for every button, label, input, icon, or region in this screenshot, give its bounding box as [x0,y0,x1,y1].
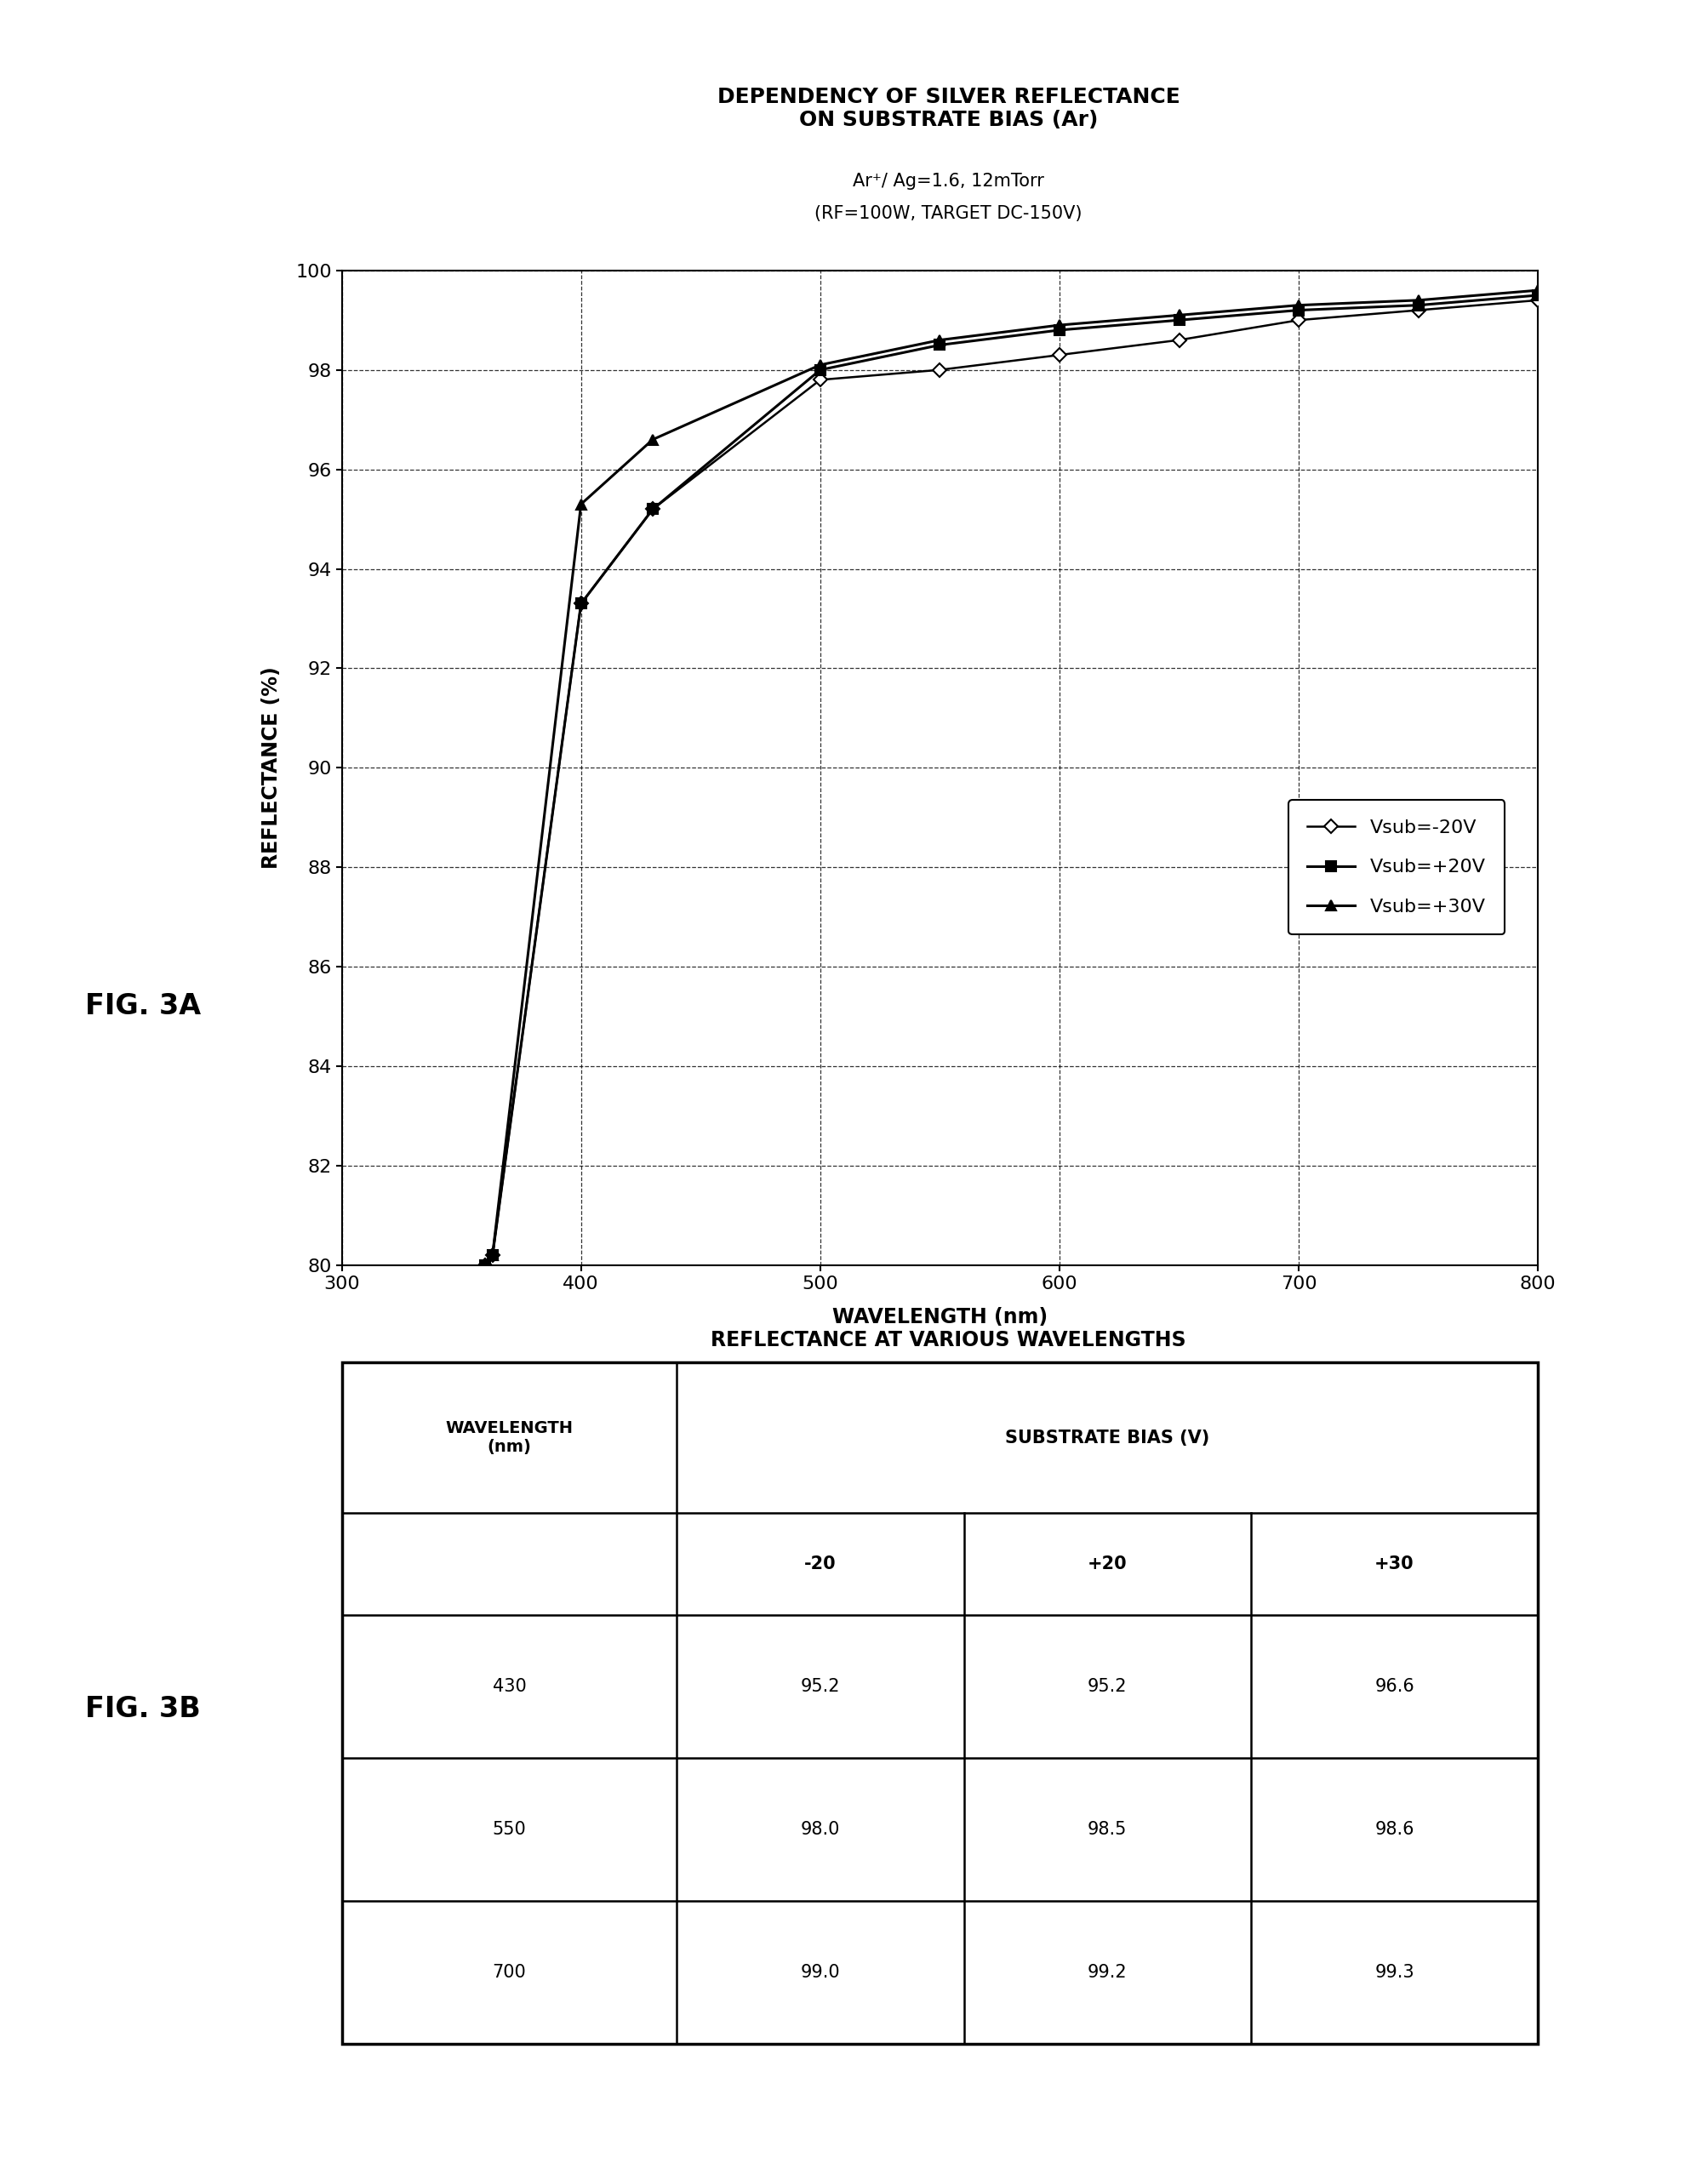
Vsub=-20V [1407,296,1428,322]
Line: Vsub=+20V: Vsub=+20V [480,290,1542,1270]
Vsub=+30V [1407,288,1428,314]
Text: 99.0: 99.0 [799,1964,840,1981]
Text: -20: -20 [804,1555,835,1573]
Text: FIG. 3B: FIG. 3B [85,1696,202,1722]
Text: REFLECTANCE AT VARIOUS WAVELENGTHS: REFLECTANCE AT VARIOUS WAVELENGTHS [711,1330,1185,1350]
Vsub=+30V [810,353,830,379]
Vsub=-20V [475,1252,495,1278]
Text: 99.2: 99.2 [1086,1964,1127,1981]
Vsub=+30V [570,491,591,517]
Text: 96.6: 96.6 [1373,1678,1414,1696]
Text: +30: +30 [1373,1555,1414,1573]
Vsub=-20V [1168,327,1189,353]
Vsub=-20V [810,368,830,394]
Vsub=-20V [642,495,663,521]
Vsub=+30V [929,327,950,353]
Text: 98.5: 98.5 [1086,1821,1127,1839]
Text: 550: 550 [492,1821,526,1839]
Vsub=-20V [482,1242,502,1268]
Legend: Vsub=-20V, Vsub=+20V, Vsub=+30V: Vsub=-20V, Vsub=+20V, Vsub=+30V [1288,800,1503,934]
Text: SUBSTRATE BIAS (V): SUBSTRATE BIAS (V) [1004,1430,1209,1447]
Y-axis label: REFLECTANCE (%): REFLECTANCE (%) [261,666,282,870]
Vsub=+30V [1288,292,1308,318]
Vsub=+30V [1527,277,1547,303]
Vsub=+20V [1049,318,1069,344]
Text: 95.2: 95.2 [799,1678,840,1696]
Vsub=+20V [1288,296,1308,322]
Vsub=+20V [1168,307,1189,333]
Vsub=+20V [642,495,663,521]
Vsub=+30V [1049,311,1069,337]
X-axis label: WAVELENGTH (nm): WAVELENGTH (nm) [832,1306,1047,1328]
Vsub=+20V [482,1242,502,1268]
Vsub=+30V [482,1242,502,1268]
Vsub=-20V [929,357,950,383]
Vsub=+20V [1527,281,1547,307]
Text: DEPENDENCY OF SILVER REFLECTANCE
ON SUBSTRATE BIAS (Ar): DEPENDENCY OF SILVER REFLECTANCE ON SUBS… [717,87,1179,130]
Vsub=-20V [1288,307,1308,333]
Text: 99.3: 99.3 [1373,1964,1414,1981]
Vsub=-20V [570,590,591,616]
Vsub=+30V [475,1252,495,1278]
Text: 700: 700 [492,1964,526,1981]
Text: +20: +20 [1086,1555,1127,1573]
Text: 95.2: 95.2 [1086,1678,1127,1696]
Text: 98.6: 98.6 [1373,1821,1414,1839]
Text: (RF=100W, TARGET DC-150V): (RF=100W, TARGET DC-150V) [815,205,1081,223]
Line: Vsub=-20V: Vsub=-20V [480,296,1542,1270]
Vsub=-20V [1049,342,1069,368]
Vsub=+20V [1407,292,1428,318]
Text: FIG. 3A: FIG. 3A [85,993,202,1019]
Vsub=+20V [475,1252,495,1278]
Text: 98.0: 98.0 [799,1821,840,1839]
Text: WAVELENGTH
(nm): WAVELENGTH (nm) [446,1421,572,1456]
Vsub=+30V [1168,303,1189,329]
Vsub=+20V [810,357,830,383]
Vsub=+20V [929,331,950,357]
Line: Vsub=+30V: Vsub=+30V [480,286,1542,1270]
Vsub=+30V [642,426,663,452]
Text: Ar⁺/ Ag=1.6, 12mTorr: Ar⁺/ Ag=1.6, 12mTorr [852,173,1044,190]
Vsub=+20V [570,590,591,616]
Text: 430: 430 [492,1678,526,1696]
Vsub=-20V [1527,288,1547,314]
